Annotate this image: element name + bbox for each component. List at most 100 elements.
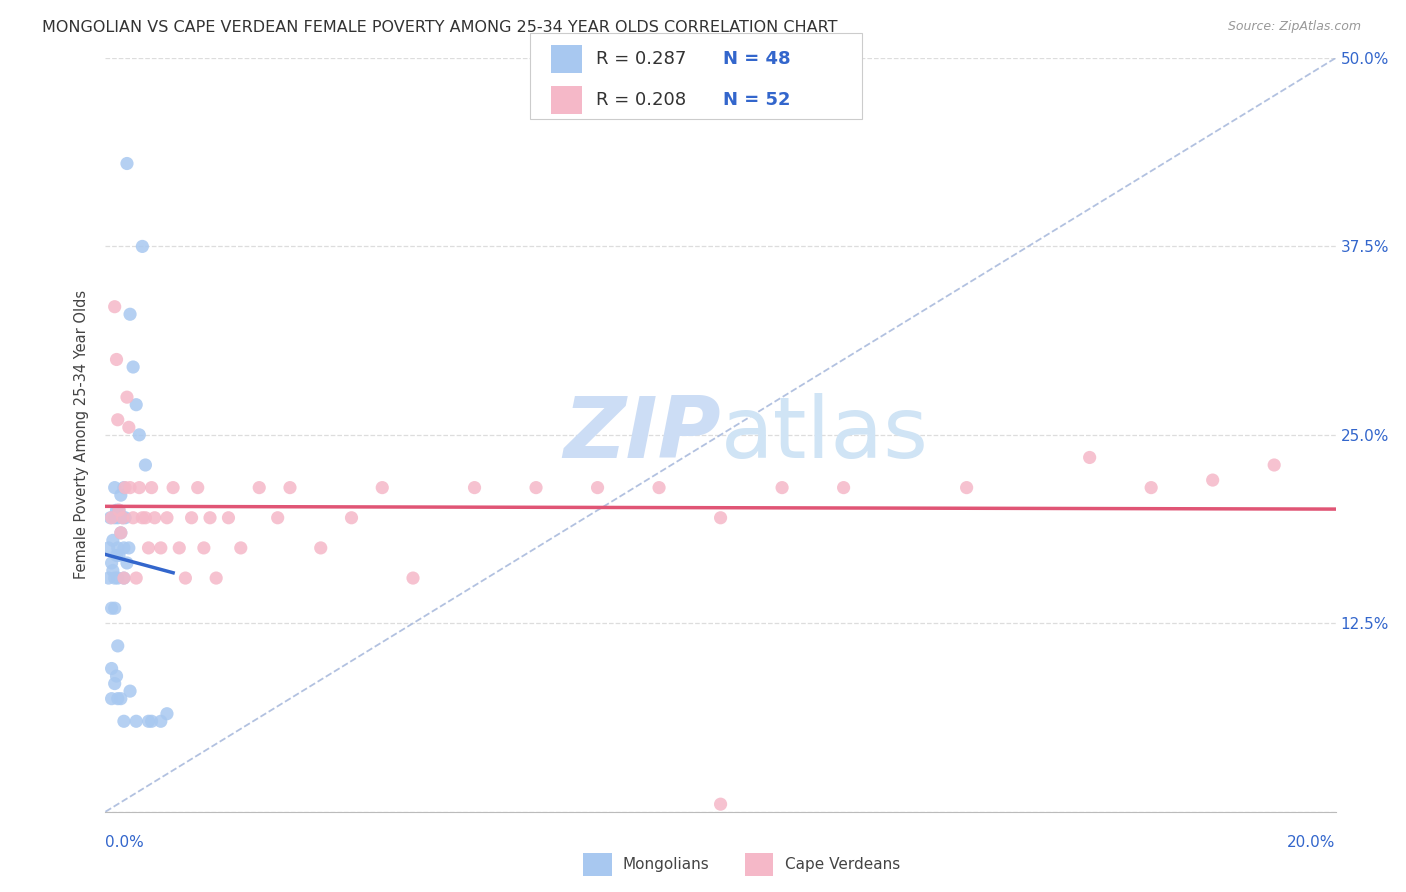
Point <box>104 571 127 585</box>
Point <box>107 691 129 706</box>
Point <box>187 481 209 495</box>
Point <box>710 797 733 812</box>
Point <box>110 525 132 540</box>
Point <box>162 481 184 495</box>
Point <box>110 525 132 540</box>
Point <box>107 413 129 427</box>
Point <box>107 541 129 555</box>
Point <box>111 510 134 524</box>
Point <box>180 510 202 524</box>
Point <box>340 510 363 524</box>
Point <box>193 541 215 555</box>
Point <box>1140 481 1163 495</box>
Point <box>114 510 136 524</box>
Point <box>112 571 135 585</box>
Text: atlas: atlas <box>721 393 928 476</box>
Point <box>198 510 221 524</box>
Point <box>128 481 150 495</box>
Point <box>108 503 131 517</box>
Text: 20.0%: 20.0% <box>1288 836 1336 850</box>
Point <box>149 541 172 555</box>
Text: Mongolians: Mongolians <box>623 857 710 871</box>
Point <box>108 549 131 563</box>
Point <box>128 428 150 442</box>
Point <box>98 510 122 524</box>
Point <box>156 706 179 721</box>
Point <box>832 481 855 495</box>
Point <box>138 541 160 555</box>
Point <box>110 488 132 502</box>
Point <box>464 481 486 495</box>
Point <box>105 352 128 367</box>
Point <box>309 541 332 555</box>
Point <box>112 481 135 495</box>
Point <box>138 714 160 729</box>
Point <box>648 481 671 495</box>
Point <box>101 564 124 578</box>
Y-axis label: Female Poverty Among 25-34 Year Olds: Female Poverty Among 25-34 Year Olds <box>75 290 90 580</box>
Point <box>169 541 191 555</box>
Point <box>104 601 127 615</box>
Point <box>586 481 609 495</box>
Point <box>107 510 129 524</box>
Point <box>105 549 128 563</box>
Text: N = 48: N = 48 <box>723 50 790 68</box>
Point <box>104 300 127 314</box>
Point <box>1078 450 1101 465</box>
Text: ZIP: ZIP <box>562 393 721 476</box>
Point <box>143 510 166 524</box>
Point <box>524 481 547 495</box>
Point <box>131 239 153 253</box>
Point <box>141 714 163 729</box>
Point <box>402 571 425 585</box>
Point <box>125 398 148 412</box>
Point <box>104 676 127 690</box>
Text: R = 0.208: R = 0.208 <box>596 91 686 109</box>
Point <box>100 691 122 706</box>
Point <box>118 420 141 434</box>
Point <box>131 510 153 524</box>
Point <box>267 510 290 524</box>
Point <box>174 571 197 585</box>
Point <box>114 481 136 495</box>
Text: R = 0.287: R = 0.287 <box>596 50 686 68</box>
Point <box>118 541 141 555</box>
Point <box>122 359 145 374</box>
Text: MONGOLIAN VS CAPE VERDEAN FEMALE POVERTY AMONG 25-34 YEAR OLDS CORRELATION CHART: MONGOLIAN VS CAPE VERDEAN FEMALE POVERTY… <box>42 20 838 35</box>
Point <box>101 533 124 548</box>
Point <box>100 661 122 675</box>
Point <box>149 714 172 729</box>
Point <box>125 714 148 729</box>
Point <box>278 481 301 495</box>
Point <box>107 639 129 653</box>
Point <box>111 510 134 524</box>
Point <box>134 458 156 472</box>
Point <box>100 510 122 524</box>
Point <box>1263 458 1285 472</box>
Point <box>112 571 135 585</box>
Point <box>115 556 138 570</box>
Point <box>120 684 141 698</box>
Point <box>110 691 132 706</box>
Point <box>134 510 156 524</box>
Point <box>218 510 240 524</box>
Point <box>112 714 135 729</box>
Point <box>105 669 128 683</box>
Point <box>107 571 129 585</box>
Point <box>97 571 120 585</box>
Point <box>710 510 733 524</box>
Point <box>104 481 127 495</box>
Point <box>120 307 141 321</box>
Point <box>105 503 128 517</box>
Text: N = 52: N = 52 <box>723 91 790 109</box>
Point <box>100 556 122 570</box>
Point <box>770 481 793 495</box>
Point <box>247 481 270 495</box>
Point <box>125 571 148 585</box>
Text: Source: ZipAtlas.com: Source: ZipAtlas.com <box>1227 20 1361 33</box>
Point <box>122 510 145 524</box>
Point <box>120 481 141 495</box>
Point <box>104 510 127 524</box>
Point <box>956 481 979 495</box>
Point <box>115 156 138 170</box>
